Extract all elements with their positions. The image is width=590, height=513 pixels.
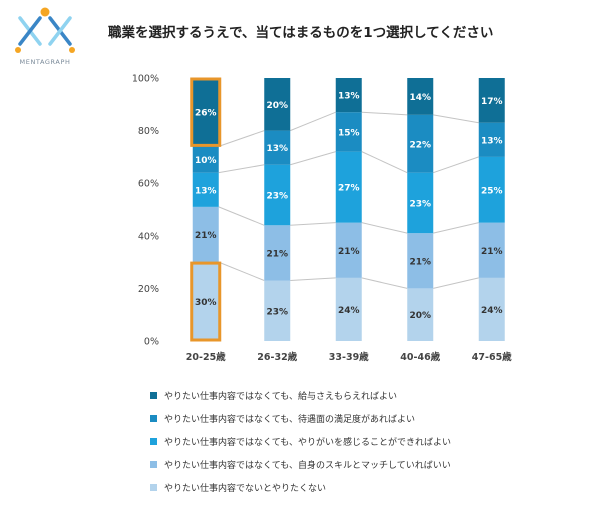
data-label: 15% [338, 128, 360, 138]
connector-line [361, 222, 408, 234]
y-tick-label: 20% [138, 284, 159, 295]
bar-segment [264, 164, 291, 226]
bar-segment [335, 112, 362, 152]
data-label: 23% [266, 307, 288, 317]
data-label: 20% [266, 101, 288, 111]
x-tick-label: 20-25歳 [186, 351, 226, 363]
bar-segment [478, 122, 505, 157]
bar-segment [264, 280, 291, 341]
legend-item: やりたい仕事内容ではなくても、給与さえもらえればよい [150, 384, 451, 407]
y-tick-label: 100% [132, 74, 159, 85]
chart-title: 職業を選択するうえで、当てはまるものを1つ選択してください [108, 25, 494, 41]
stacked-bar-chart: 0% 20% 40% 60% 80% 100% 30% 23% 24% 20% 24% 21% 21% 2… [132, 74, 512, 364]
data-label: 30% [195, 298, 217, 308]
bar-segment [478, 222, 505, 278]
legend-item: やりたい仕事内容ではなくても、待遇面の満足度があればよい [150, 407, 451, 430]
connector-line [218, 206, 265, 226]
data-label: 13% [266, 144, 288, 154]
data-label: 13% [338, 92, 360, 102]
connector-line [290, 151, 336, 166]
data-label: 13% [195, 186, 217, 196]
legend-swatch [150, 392, 157, 399]
connector-line [361, 111, 408, 116]
data-label: 14% [409, 93, 431, 103]
connector-line [361, 277, 408, 289]
data-label: 13% [481, 136, 503, 146]
legend-item: やりたい仕事内容ではなくても、自身のスキルとマッチしていればいい [150, 453, 451, 476]
legend-swatch [150, 484, 157, 491]
data-label: 21% [338, 247, 360, 257]
data-label: 10% [195, 156, 217, 166]
data-label: 24% [338, 306, 360, 316]
data-label: 27% [338, 184, 360, 194]
bar-segment [192, 206, 219, 263]
legend-label: やりたい仕事内容ではなくても、待遇面の満足度があればよい [164, 415, 416, 425]
legend-label: やりたい仕事内容ではなくても、給与さえもらえればよい [164, 392, 398, 402]
bar-segment [407, 288, 434, 341]
bar-segment [478, 277, 505, 341]
legend-item: やりたい仕事内容ではなくても、やりがいを感じることができればよい [150, 430, 451, 453]
logo-text: MENTAGRAPH [19, 58, 71, 66]
connector-line [290, 277, 336, 282]
bar-segment [335, 222, 362, 278]
legend-label: やりたい仕事内容ではなくても、自身のスキルとマッチしていればいい [164, 461, 451, 471]
connector-line [433, 114, 479, 124]
connector-line [433, 222, 479, 234]
data-label: 26% [195, 109, 217, 119]
bar-segment [264, 78, 291, 131]
x-tick-label: 33-39歳 [329, 351, 369, 363]
data-label: 24% [481, 306, 503, 316]
bar-segment [478, 78, 505, 123]
data-label: 21% [195, 231, 217, 241]
data-label: 17% [481, 97, 503, 107]
connector-line [433, 277, 479, 289]
x-tick-label: 26-32歳 [257, 351, 297, 363]
bar-segment [264, 225, 291, 281]
legend-swatch [150, 461, 157, 468]
bar-segment [335, 151, 362, 223]
bar-segment [478, 156, 505, 223]
x-tick-label: 40-46歳 [400, 351, 440, 363]
bar-segment [264, 130, 291, 165]
connector-line [218, 261, 265, 281]
data-label: 22% [409, 140, 431, 150]
bar-segment [192, 146, 219, 173]
legend-item: やりたい仕事内容でないとやりたくない [150, 476, 451, 499]
y-tick-label: 80% [138, 126, 159, 137]
bar-segment [407, 78, 434, 115]
data-label: 20% [409, 311, 431, 321]
y-tick-label: 0% [144, 337, 159, 348]
data-label: 21% [409, 257, 431, 267]
connector-line [290, 111, 336, 132]
legend-swatch [150, 415, 157, 422]
bar-segment [407, 233, 434, 289]
data-label: 21% [481, 247, 503, 257]
connector-line [361, 151, 408, 174]
mentagraph-logo [15, 7, 75, 53]
y-tick-label: 60% [138, 179, 159, 190]
bar-segment [335, 78, 362, 113]
connector-line [218, 164, 265, 174]
bar-segment [407, 114, 434, 173]
connector-line [218, 130, 265, 147]
bar-segment [192, 78, 219, 147]
legend-label: やりたい仕事内容ではなくても、やりがいを感じることができればよい [164, 438, 452, 448]
connector-line [433, 156, 479, 174]
bar-segment [192, 262, 219, 341]
legend-label: やりたい仕事内容でないとやりたくない [164, 484, 327, 494]
data-label: 25% [481, 186, 503, 196]
bar-segment [192, 172, 219, 207]
highlight-box [190, 261, 222, 342]
bar-segment [335, 277, 362, 341]
chart-legend: やりたい仕事内容ではなくても、給与さえもらえればよいやりたい仕事内容ではなくても… [150, 384, 451, 499]
y-tick-label: 40% [138, 231, 159, 242]
data-label: 23% [266, 192, 288, 202]
connector-line [290, 222, 336, 226]
data-label: 21% [266, 249, 288, 259]
x-tick-label: 47-65歳 [472, 351, 512, 363]
data-label: 23% [409, 199, 431, 209]
bar-segment [407, 172, 434, 234]
legend-swatch [150, 438, 157, 445]
highlight-box [190, 77, 222, 147]
